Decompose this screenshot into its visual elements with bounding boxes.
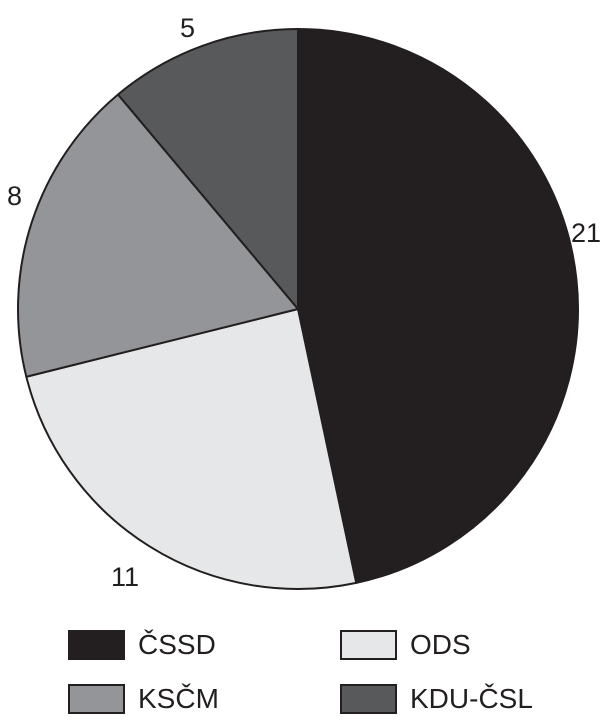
- pie-slices: [17, 28, 579, 590]
- pie-slice-kducsl: [117, 28, 299, 310]
- pie-slice-ods: [25, 308, 358, 590]
- data-label-kducsl: 5: [180, 13, 195, 43]
- pie-data-labels: 21 11 8 5: [7, 13, 601, 592]
- pie-slice-cssd: [297, 28, 579, 584]
- data-label-ods: 11: [111, 562, 139, 592]
- data-label-cssd: 21: [571, 218, 601, 248]
- data-label-kscm: 8: [7, 181, 22, 211]
- pie-slice-kscm: [17, 93, 299, 378]
